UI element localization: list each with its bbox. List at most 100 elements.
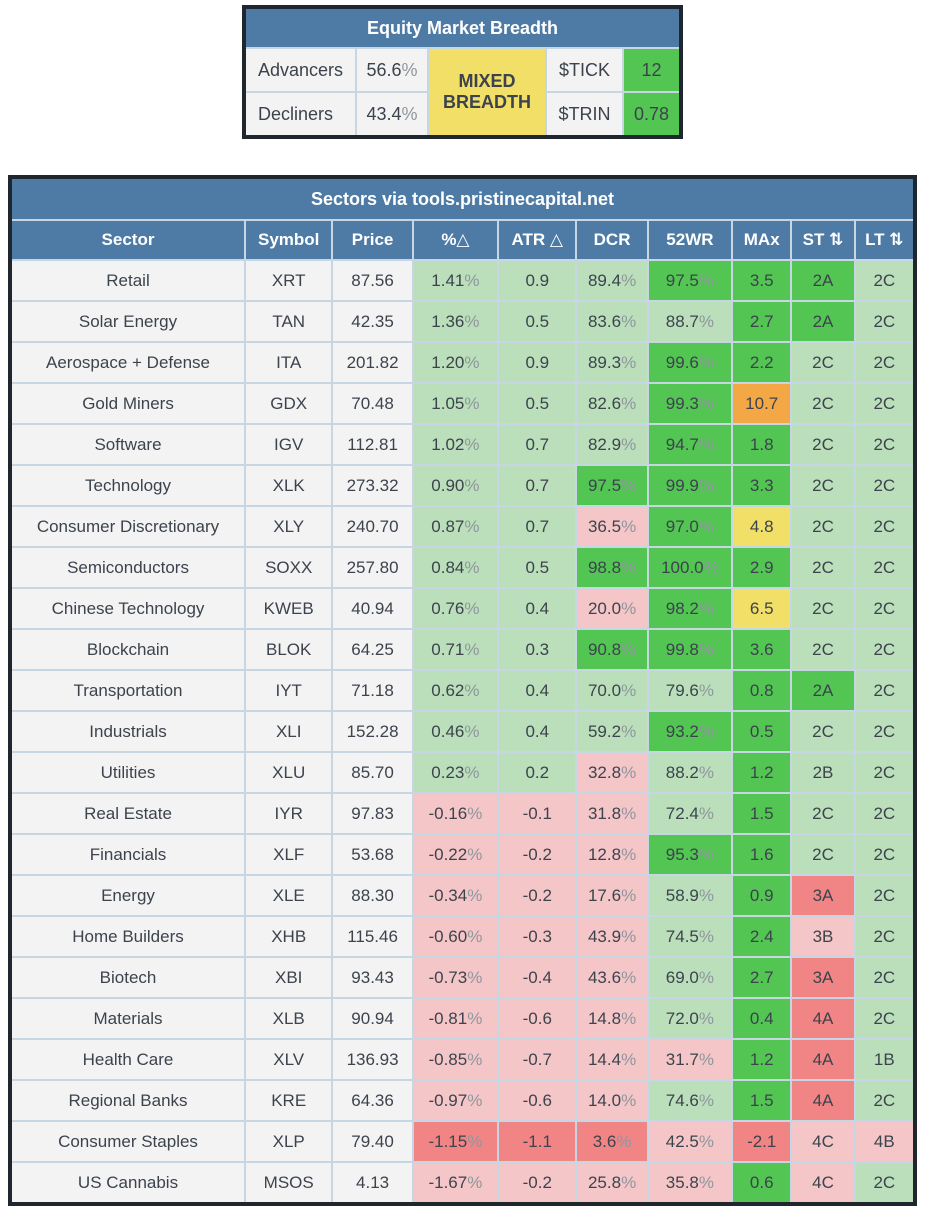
cell-lt-grade: 2C	[853, 259, 917, 302]
cell-lt-grade: 2C	[853, 1161, 917, 1205]
price: 71.18	[331, 669, 414, 712]
advancers-value: 56.6%	[354, 47, 429, 93]
cell-st-grade: 2C	[790, 792, 856, 835]
percent-sign: %	[621, 270, 637, 290]
sector-name: Transportation	[8, 669, 247, 712]
cell-st-grade: 2A	[790, 259, 856, 302]
percent-sign: %	[621, 926, 637, 946]
cell-st-grade: 2C	[790, 341, 856, 384]
sector-name: Financials	[8, 833, 247, 876]
cell-pct-change: 0.46%	[411, 710, 500, 753]
percent-sign: %	[698, 434, 715, 454]
cell-max: 0.6	[731, 1161, 793, 1205]
percent-sign: %	[698, 967, 715, 987]
percent-sign: %	[698, 1172, 715, 1192]
cell-max: 1.2	[731, 751, 793, 794]
cell-pct-change: 1.20%	[411, 341, 500, 384]
price: 53.68	[331, 833, 414, 876]
percent-sign: %	[698, 475, 715, 495]
table-row: Health Care XLV 136.93 -0.85% -0.7 14.4% 31.7%…	[8, 1038, 917, 1081]
col-header-52wr: 52WR	[646, 219, 734, 261]
advancers-label: Advancers	[242, 47, 357, 93]
price: 64.36	[331, 1079, 414, 1122]
cell-lt-grade: 2C	[853, 628, 917, 671]
table-row: Industrials XLI 152.28 0.46% 0.4 59.2% 93.2% 0.…	[8, 710, 917, 753]
cell-dcr: 97.5%	[575, 464, 649, 507]
cell-pct-change: -1.15%	[411, 1120, 500, 1163]
cell-max: 1.2	[731, 1038, 793, 1081]
percent-sign: %	[621, 393, 637, 413]
cell-dcr: 3.6%	[575, 1120, 649, 1163]
percent-sign: %	[464, 516, 480, 536]
percent-sign: %	[621, 352, 637, 372]
percent-sign: %	[698, 721, 715, 741]
cell-lt-grade: 2C	[853, 833, 917, 876]
percent-sign: %	[621, 598, 637, 618]
percent-sign: %	[621, 516, 637, 536]
table-row: Regional Banks KRE 64.36 -0.97% -0.6 14.0% 74.…	[8, 1079, 917, 1122]
cell-pct-change: 0.23%	[411, 751, 500, 794]
cell-atr-change: 0.7	[497, 423, 578, 466]
percent-sign: %	[621, 762, 637, 782]
cell-lt-grade: 2C	[853, 423, 917, 466]
cell-52wr: 79.6%	[646, 669, 734, 712]
cell-dcr: 82.6%	[575, 382, 649, 425]
cell-atr-change: -0.1	[497, 792, 578, 835]
tick-value: 12	[621, 47, 683, 93]
tick-label: $TICK	[544, 47, 624, 93]
percent-sign: %	[621, 434, 637, 454]
cell-dcr: 14.8%	[575, 997, 649, 1040]
cell-52wr: 99.8%	[646, 628, 734, 671]
cell-lt-grade: 2C	[853, 874, 917, 917]
sector-name: Aerospace + Defense	[8, 341, 247, 384]
table-row: Gold Miners GDX 70.48 1.05% 0.5 82.6% 99.3% 10.…	[8, 382, 917, 425]
cell-st-grade: 4C	[790, 1120, 856, 1163]
table-row: Home Builders XHB 115.46 -0.60% -0.3 43.9% 74.…	[8, 915, 917, 958]
price: 257.80	[331, 546, 414, 589]
cell-52wr: 74.6%	[646, 1079, 734, 1122]
cell-atr-change: -0.2	[497, 1161, 578, 1205]
percent-sign: %	[464, 434, 480, 454]
col-header-lt-sort[interactable]: LT ⇅	[853, 219, 917, 261]
cell-lt-grade: 2C	[853, 546, 917, 589]
table-row: Financials XLF 53.68 -0.22% -0.2 12.8% 95.3% 1.…	[8, 833, 917, 876]
percent-sign: %	[621, 721, 637, 741]
percent-sign: %	[698, 844, 715, 864]
price: 90.94	[331, 997, 414, 1040]
col-header-sector: Sector	[8, 219, 247, 261]
cell-52wr: 42.5%	[646, 1120, 734, 1163]
symbol: XBI	[244, 956, 334, 999]
percent-sign: %	[464, 311, 480, 331]
percent-sign: %	[621, 1172, 637, 1192]
cell-52wr: 99.3%	[646, 382, 734, 425]
percent-sign: %	[464, 680, 480, 700]
col-header-st-sort[interactable]: ST ⇅	[790, 219, 856, 261]
percent-sign: %	[698, 516, 715, 536]
cell-st-grade: 4A	[790, 1079, 856, 1122]
sector-name: Consumer Discretionary	[8, 505, 247, 548]
cell-lt-grade: 2C	[853, 505, 917, 548]
price: 93.43	[331, 956, 414, 999]
cell-st-grade: 2C	[790, 628, 856, 671]
cell-st-grade: 4A	[790, 1038, 856, 1081]
table-row: Retail XRT 87.56 1.41% 0.9 89.4% 97.5% 3.5 2A 2C	[8, 259, 917, 302]
cell-atr-change: -0.7	[497, 1038, 578, 1081]
table-row: Materials XLB 90.94 -0.81% -0.6 14.8% 72.0% 0.4…	[8, 997, 917, 1040]
cell-st-grade: 2C	[790, 710, 856, 753]
symbol: TAN	[244, 300, 334, 343]
cell-atr-change: -0.6	[497, 1079, 578, 1122]
cell-pct-change: 0.87%	[411, 505, 500, 548]
cell-lt-grade: 1B	[853, 1038, 917, 1081]
table-row: Real Estate IYR 97.83 -0.16% -0.1 31.8% 72.4% 1…	[8, 792, 917, 835]
cell-atr-change: 0.7	[497, 464, 578, 507]
symbol: XLU	[244, 751, 334, 794]
table-row: Consumer Discretionary XLY 240.70 0.87% 0.7 3…	[8, 505, 917, 548]
cell-st-grade: 2C	[790, 423, 856, 466]
percent-sign: %	[698, 270, 715, 290]
cell-lt-grade: 2C	[853, 587, 917, 630]
cell-52wr: 99.9%	[646, 464, 734, 507]
cell-52wr: 100.0%	[646, 546, 734, 589]
percent-sign: %	[698, 803, 715, 823]
cell-52wr: 97.5%	[646, 259, 734, 302]
cell-max: 3.6	[731, 628, 793, 671]
